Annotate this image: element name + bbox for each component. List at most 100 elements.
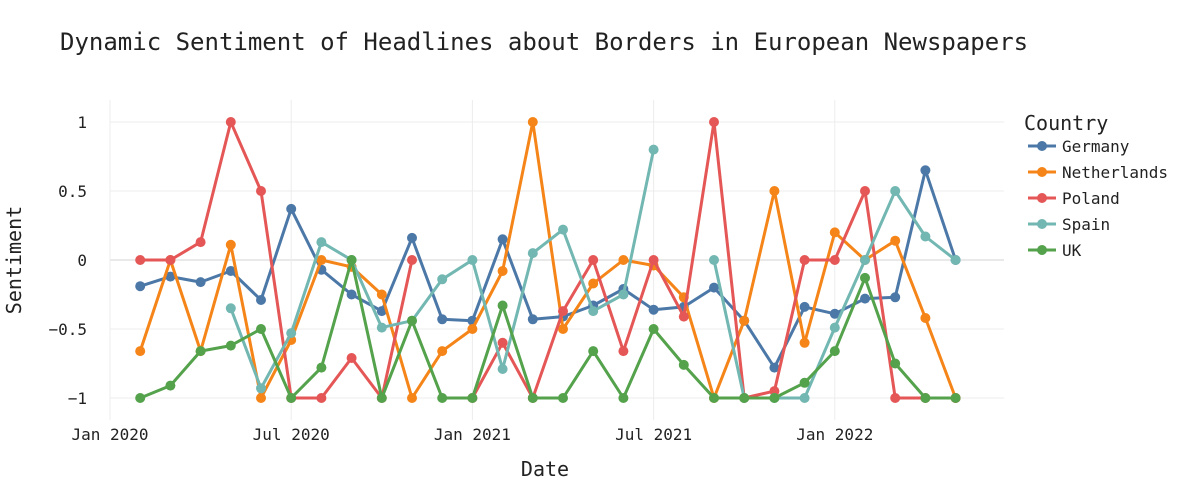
data-point-poland bbox=[346, 353, 357, 363]
data-point-netherlands bbox=[588, 278, 599, 289]
x-tick-label: Jan 2021 bbox=[434, 425, 511, 444]
series-line-netherlands bbox=[138, 120, 958, 400]
data-point-germany bbox=[497, 234, 508, 245]
data-point-germany bbox=[407, 232, 417, 243]
legend: Country Germany Netherlands Poland Spain UK bbox=[1024, 111, 1168, 260]
data-point-spain bbox=[376, 322, 387, 333]
series-line-germany bbox=[138, 168, 958, 370]
data-point-poland bbox=[890, 393, 901, 403]
legend-label: Netherlands bbox=[1062, 163, 1168, 182]
data-point-spain bbox=[286, 328, 297, 339]
data-point-netherlands bbox=[618, 255, 629, 265]
data-point-netherlands bbox=[437, 346, 448, 357]
data-point-netherlands bbox=[920, 313, 931, 323]
legend-item-spain[interactable]: Spain bbox=[1028, 215, 1110, 234]
y-tick-label: 1 bbox=[77, 113, 87, 132]
legend-swatch-marker bbox=[1037, 141, 1047, 151]
data-point-poland bbox=[165, 255, 176, 265]
data-point-uk bbox=[135, 393, 146, 403]
data-point-spain bbox=[950, 255, 961, 265]
data-point-poland bbox=[618, 346, 629, 357]
data-point-uk bbox=[225, 340, 236, 351]
data-point-germany bbox=[799, 301, 810, 312]
series-uk bbox=[135, 255, 961, 403]
y-axis-ticks: 1 0.5 0 −0.5 −1 bbox=[48, 113, 87, 408]
data-point-poland bbox=[135, 255, 146, 265]
data-point-uk bbox=[588, 346, 599, 357]
data-point-germany bbox=[195, 277, 206, 288]
data-point-uk bbox=[316, 362, 327, 373]
data-point-spain bbox=[256, 383, 266, 394]
y-tick-label: −1 bbox=[68, 389, 87, 408]
data-point-spain bbox=[860, 255, 870, 265]
data-point-poland bbox=[769, 386, 780, 397]
data-point-spain bbox=[829, 322, 840, 333]
data-point-netherlands bbox=[558, 324, 568, 334]
data-point-spain bbox=[437, 274, 448, 285]
legend-items: Germany Netherlands Poland Spain UK bbox=[1028, 137, 1168, 260]
legend-item-netherlands[interactable]: Netherlands bbox=[1028, 163, 1168, 182]
data-point-germany bbox=[225, 266, 236, 276]
data-point-poland bbox=[256, 186, 266, 196]
data-point-germany bbox=[920, 165, 931, 176]
data-point-poland bbox=[829, 255, 840, 265]
data-point-netherlands bbox=[799, 337, 810, 348]
chart-title: Dynamic Sentiment of Headlines about Bor… bbox=[60, 28, 1028, 56]
data-point-germany bbox=[860, 293, 870, 304]
x-axis-title: Date bbox=[521, 457, 569, 481]
data-point-uk bbox=[437, 393, 448, 403]
data-point-uk bbox=[648, 324, 659, 334]
y-axis-title: Sentiment bbox=[2, 206, 26, 314]
legend-item-uk[interactable]: UK bbox=[1028, 241, 1082, 260]
data-point-spain bbox=[558, 224, 568, 235]
data-point-netherlands bbox=[376, 289, 387, 300]
data-point-germany bbox=[890, 292, 901, 303]
data-point-uk bbox=[829, 346, 840, 357]
data-point-poland bbox=[316, 393, 327, 403]
data-point-uk bbox=[799, 377, 810, 388]
legend-item-germany[interactable]: Germany bbox=[1028, 137, 1130, 156]
data-point-spain bbox=[648, 144, 659, 155]
data-point-germany bbox=[346, 289, 357, 300]
y-tick-label: −0.5 bbox=[48, 320, 87, 339]
data-point-netherlands bbox=[739, 315, 750, 326]
data-point-uk bbox=[920, 393, 931, 403]
data-point-uk bbox=[497, 300, 508, 311]
data-point-netherlands bbox=[890, 235, 901, 246]
data-point-netherlands bbox=[829, 227, 840, 238]
data-point-poland bbox=[709, 117, 719, 127]
series-netherlands bbox=[135, 117, 961, 403]
data-point-germany bbox=[769, 362, 780, 373]
legend-item-poland[interactable]: Poland bbox=[1028, 189, 1120, 208]
legend-swatch-marker bbox=[1037, 167, 1047, 177]
data-point-uk bbox=[769, 393, 780, 403]
legend-swatch-marker bbox=[1037, 193, 1047, 203]
data-point-netherlands bbox=[769, 186, 780, 196]
data-point-netherlands bbox=[407, 393, 417, 403]
data-point-spain bbox=[618, 289, 629, 300]
data-point-uk bbox=[558, 393, 568, 403]
data-point-germany bbox=[527, 314, 538, 325]
data-point-netherlands bbox=[497, 266, 508, 276]
x-axis-ticks: Jan 2020 Jul 2020 Jan 2021 Jul 2021 Jan 2022 bbox=[71, 425, 873, 444]
data-point-germany bbox=[437, 314, 448, 325]
data-point-poland bbox=[799, 255, 810, 265]
data-point-uk bbox=[739, 393, 750, 403]
data-point-uk bbox=[195, 346, 206, 357]
data-point-germany bbox=[256, 295, 266, 305]
series-poland bbox=[135, 117, 961, 403]
data-point-poland bbox=[588, 255, 599, 265]
legend-label: Germany bbox=[1062, 137, 1130, 156]
data-point-poland bbox=[225, 117, 236, 127]
data-point-poland bbox=[648, 255, 659, 265]
x-tick-label: Jan 2020 bbox=[71, 425, 148, 444]
data-point-uk bbox=[346, 255, 357, 265]
y-tick-label: 0 bbox=[77, 251, 87, 270]
data-point-netherlands bbox=[527, 117, 538, 127]
data-point-germany bbox=[165, 271, 176, 282]
legend-swatch-marker bbox=[1037, 219, 1047, 229]
data-point-germany bbox=[135, 281, 146, 292]
data-point-uk bbox=[618, 393, 629, 403]
data-point-netherlands bbox=[316, 255, 327, 265]
